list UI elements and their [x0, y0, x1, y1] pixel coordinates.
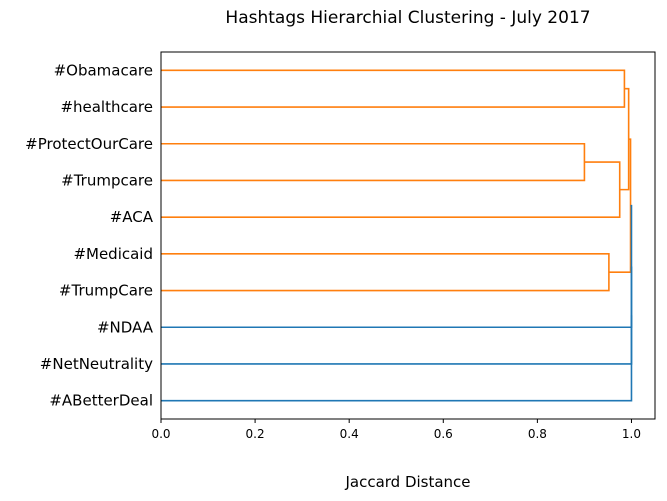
leaf-label: #NDAA	[97, 318, 154, 336]
dendrogram-link-n5	[161, 253, 610, 292]
dendrogram-links	[161, 69, 633, 402]
chart-title: Hashtags Hierarchial Clustering - July 2…	[225, 8, 590, 28]
leaf-label: #NetNeutrality	[40, 355, 153, 373]
dendrogram-link-n8	[161, 266, 633, 365]
leaf-labels: #Obamacare #healthcare #ProtectOurCare #Tru…	[25, 61, 154, 409]
dendrogram-link-n9	[161, 315, 633, 402]
plot-frame	[160, 51, 656, 420]
x-tick-label: 0.8	[528, 427, 547, 441]
leaf-label: #ABetterDeal	[49, 392, 153, 410]
x-axis-label: Jaccard Distance	[344, 473, 470, 491]
x-tick-label: 1.0	[622, 427, 641, 441]
leaf-label: #Trumpcare	[61, 171, 153, 189]
leaf-label: #ACA	[110, 208, 154, 226]
dendrogram-link-n2	[161, 161, 621, 218]
leaf-label: #Medicaid	[73, 245, 153, 263]
leaf-label: #Obamacare	[54, 61, 153, 79]
leaf-label: #ProtectOurCare	[25, 135, 153, 153]
leaf-label: #TrumpCare	[59, 282, 153, 300]
x-tick-label: 0.4	[340, 427, 359, 441]
dendrogram-link-n6	[608, 138, 632, 273]
x-tick-label: 0.6	[434, 427, 453, 441]
dendrogram-link-n1	[161, 142, 586, 182]
leaf-label: #healthcare	[60, 98, 153, 116]
x-tick-label: 0.2	[246, 427, 265, 441]
x-axis: 0.0 0.2 0.4 0.6 0.8 1.0	[151, 419, 641, 441]
dendrogram-link-n3	[161, 69, 626, 108]
dendrogram-link-n7	[161, 204, 633, 329]
x-tick-label: 0.0	[151, 427, 170, 441]
dendrogram-link-n4	[619, 87, 630, 191]
